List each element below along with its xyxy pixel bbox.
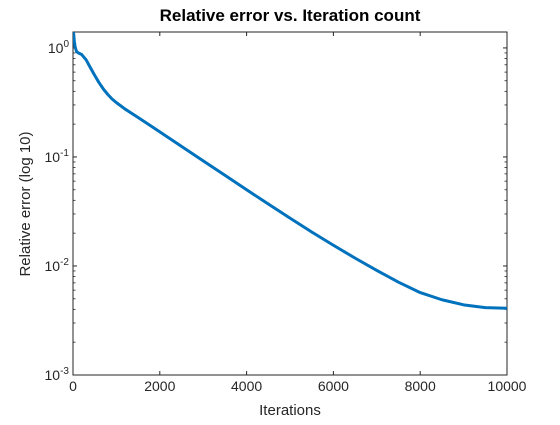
x-tick-label: 8000 (405, 378, 436, 394)
x-tick-label: 10000 (488, 378, 527, 394)
y-tick-label-base: 10 (45, 149, 61, 165)
y-axis-label: Relative error (log 10) (17, 131, 34, 276)
x-axis-label: Iterations (259, 402, 321, 419)
y-tick-label: 10-1 (45, 148, 70, 165)
y-tick-label-base: 10 (48, 40, 64, 56)
x-tick-label: 2000 (144, 378, 175, 394)
plot-area (72, 31, 508, 376)
series-group (73, 32, 507, 310)
series-line-0 (73, 32, 507, 310)
x-tick-label: 6000 (318, 378, 349, 394)
x-axis: 0 2000 4000 6000 8000 10000 (69, 32, 527, 394)
y-tick-label: 10-3 (45, 366, 70, 383)
y-tick-label: 100 (48, 39, 70, 56)
y-tick-label-exponent: -3 (60, 366, 69, 377)
y-tick-label-exponent: 0 (63, 39, 69, 50)
y-tick-label-base: 10 (45, 367, 61, 383)
chart-title: Relative error vs. Iteration count (160, 6, 421, 25)
y-tick-label: 10-2 (45, 257, 70, 274)
y-tick-label-exponent: -2 (60, 257, 69, 268)
x-tick-label: 0 (69, 378, 77, 394)
y-tick-label-base: 10 (45, 258, 61, 274)
y-tick-label-exponent: -1 (60, 148, 69, 159)
x-tick-label: 4000 (231, 378, 262, 394)
